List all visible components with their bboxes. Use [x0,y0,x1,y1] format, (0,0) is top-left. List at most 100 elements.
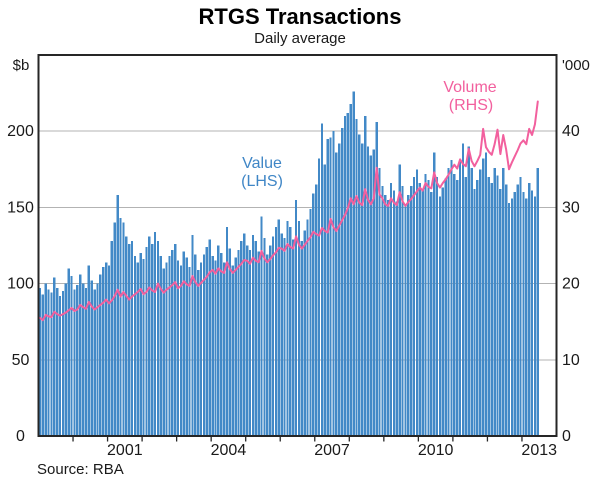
value-bar [202,254,206,436]
value-bar [372,149,375,437]
value-bar [81,283,85,436]
value-bar [257,251,260,436]
value-bar [292,239,295,436]
value-bar [530,190,534,436]
value-bar [461,143,465,436]
value-bar [369,155,373,436]
value-bar [502,167,505,436]
value-bar [87,265,90,436]
value-bar [441,187,444,436]
value-bar [525,198,528,436]
right-axis-unit-label: '000 [562,57,590,74]
value-bar [303,230,306,436]
value-bar [435,176,439,437]
value-bar [237,250,240,436]
value-bar [361,143,364,436]
value-bar [479,169,482,437]
value-bar [139,253,142,436]
value-bar [513,192,516,436]
left-axis-tick-label: 50 [12,352,30,369]
value-bar [398,164,401,437]
value-bar [142,259,145,436]
value-bar [119,218,122,436]
value-bar [381,186,384,436]
value-bar [412,176,416,437]
value-bar [487,176,491,437]
value-bar [297,221,301,436]
value-bar [378,167,381,436]
left-axis-tick-label: 150 [7,199,34,216]
value-bar [197,269,200,436]
value-bar [407,195,410,436]
value-bar [332,131,335,436]
value-bar [395,201,398,436]
value-bar [240,240,243,436]
value-bar [510,198,514,436]
source-note: Source: RBA [37,461,124,478]
chart-subtitle: Daily average [254,30,346,47]
value-bar [343,115,347,437]
value-series-axis-label: (LHS) [241,173,283,190]
value-bar [470,167,473,436]
value-bar [194,254,197,436]
value-bar [271,236,275,436]
value-bar [107,265,111,436]
value-bar [179,265,183,436]
value-series-label: Value [242,155,282,172]
value-bar [453,173,456,436]
value-bar [467,146,470,436]
value-bar [125,236,128,436]
value-bar [148,236,151,436]
x-axis-year-label: 2013 [521,442,557,459]
x-axis-year-label: 2007 [314,442,350,459]
value-bar [424,173,427,436]
value-bar [185,257,188,436]
value-bar [182,251,185,436]
value-bar [346,112,349,436]
value-bar [76,285,79,436]
value-bar [375,122,378,436]
value-bar [151,243,154,436]
value-bar [522,192,525,436]
value-bar [384,195,387,436]
value-bar [340,128,344,436]
left-axis-tick-label: 100 [7,276,34,293]
value-bar [130,240,134,436]
value-bar [260,216,263,436]
value-bar [392,190,396,436]
value-bar [153,231,157,436]
value-bar [246,245,249,436]
value-bar [274,227,278,436]
value-bar [536,167,539,436]
value-bar [188,266,191,436]
volume-line [38,100,539,322]
value-bar [243,233,246,436]
value-bar [96,283,99,436]
right-axis-tick-label: 30 [562,199,580,216]
value-bar [499,189,502,436]
value-bar [447,167,450,436]
value-bar [61,291,65,436]
value-bar [53,277,56,436]
value-bar [174,243,177,436]
value-bar [516,184,519,436]
value-bar [93,289,96,436]
value-bar [363,115,367,437]
value-bar [168,256,171,436]
value-bar [496,175,499,436]
value-bar [280,233,283,436]
value-bar [415,169,419,437]
volume-series-label: Volume [443,79,497,96]
value-bar [387,199,390,436]
right-axis-tick-label: 10 [562,352,580,369]
value-bar [231,265,234,436]
value-bar [41,294,44,436]
value-bar [528,183,531,436]
value-bar [289,227,292,436]
value-bar [294,199,298,436]
value-bar [283,237,286,436]
value-bar [481,158,485,436]
value-bar [128,243,131,436]
value-bar [404,204,407,436]
